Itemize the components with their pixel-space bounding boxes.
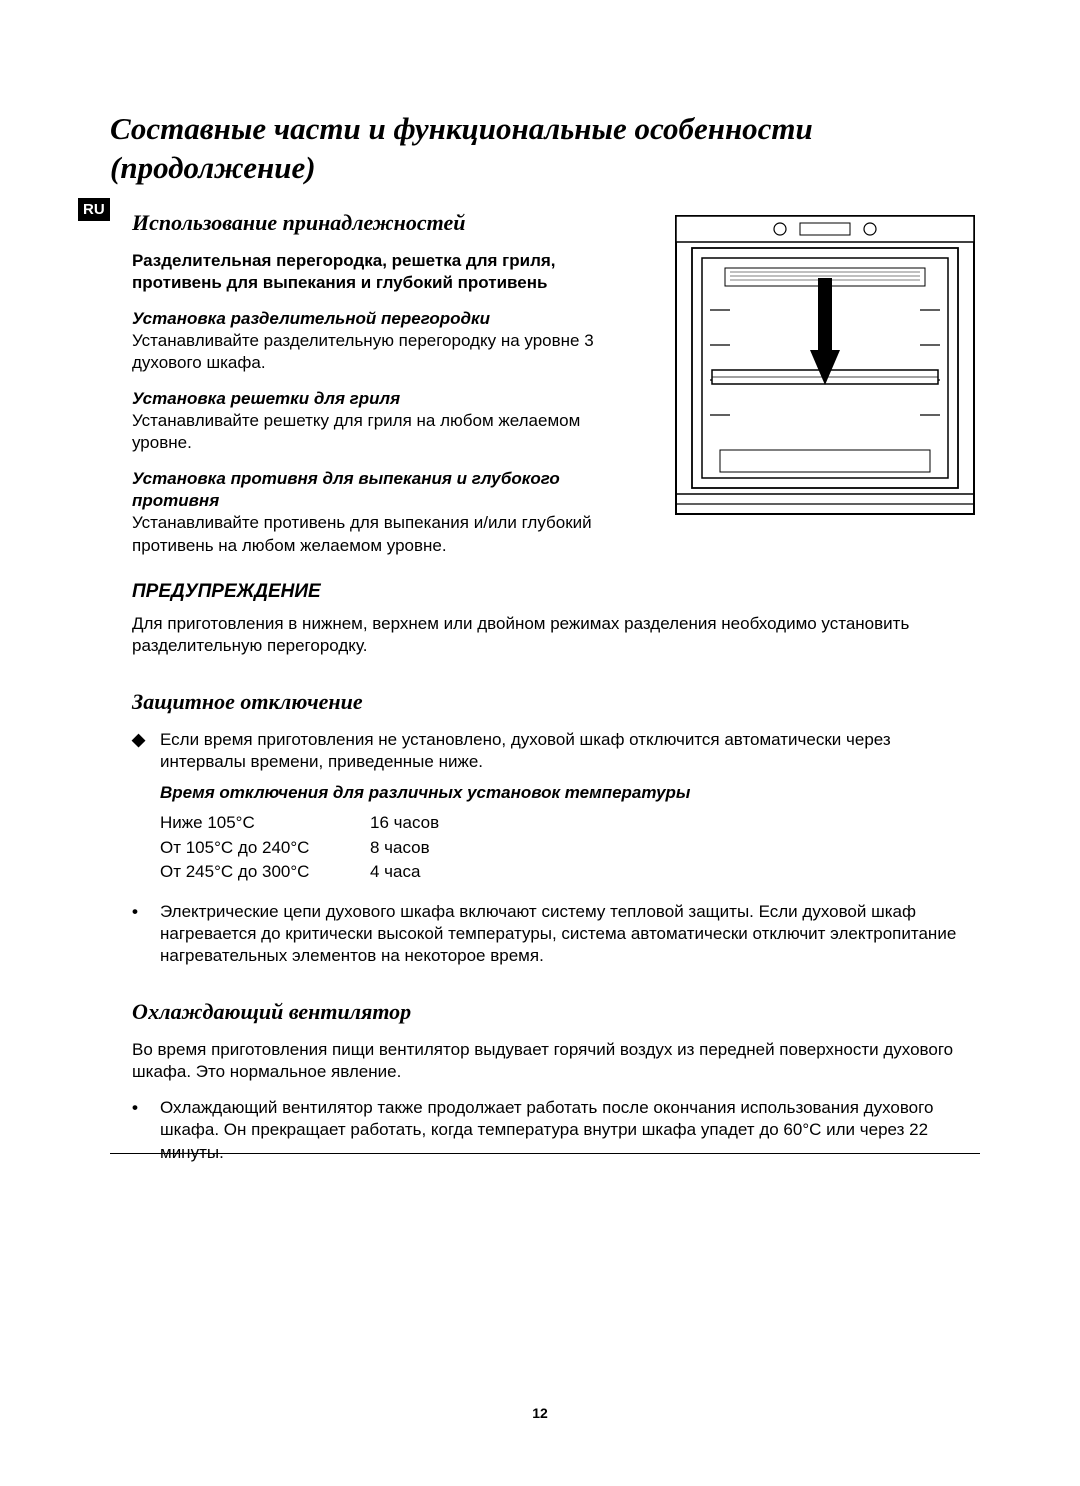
accessories-heading: Использование принадлежностей (132, 210, 630, 236)
warning-text: Для приготовления в нижнем, верхнем или … (132, 613, 980, 657)
sub2-title: Установка решетки для гриля (132, 388, 630, 410)
temp-cell: Ниже 105°C (160, 811, 370, 836)
bullet-icon: • (132, 901, 160, 967)
sub2-text: Устанавливайте решетку для гриля на любо… (132, 410, 630, 454)
sub3-title: Установка противня для выпекания и глубо… (132, 468, 630, 512)
sub3-text: Устанавливайте противень для выпекания и… (132, 512, 630, 556)
page-title: Составные части и функциональные особенн… (110, 110, 980, 188)
shutdown-bullet-2: • Электрические цепи духового шкафа вклю… (132, 901, 980, 967)
shutdown-table: Ниже 105°C 16 часов От 105°C до 240°C 8 … (160, 811, 980, 885)
temp-cell: От 105°C до 240°C (160, 836, 370, 861)
fan-heading: Охлаждающий вентилятор (132, 999, 980, 1025)
page-number: 12 (0, 1405, 1080, 1421)
shutdown-bullet-1: ◆ Если время приготовления не установлен… (132, 729, 980, 773)
footer-rule (110, 1153, 980, 1154)
sub1-text: Устанавливайте разделительную перегородк… (132, 330, 630, 374)
shutdown-bullet2-text: Электрические цепи духового шкафа включа… (160, 901, 980, 967)
accessories-column: Использование принадлежностей Разделител… (132, 210, 630, 571)
table-row: От 105°C до 240°C 8 часов (160, 836, 980, 861)
bullet-icon: ◆ (132, 729, 160, 773)
accessories-intro: Разделительная перегородка, решетка для … (132, 250, 630, 294)
shutdown-table-heading: Время отключения для различных установок… (160, 783, 980, 803)
time-cell: 4 часа (370, 860, 420, 885)
shutdown-heading: Защитное отключение (132, 689, 980, 715)
temp-cell: От 245°C до 300°C (160, 860, 370, 885)
bullet-icon: • (132, 1097, 160, 1163)
time-cell: 16 часов (370, 811, 439, 836)
fan-bullet-text: Охлаждающий вентилятор также продолжает … (160, 1097, 980, 1163)
warning-heading: ПРЕДУПРЕЖДЕНИЕ (132, 581, 980, 603)
table-row: Ниже 105°C 16 часов (160, 811, 980, 836)
oven-illustration (670, 210, 980, 571)
shutdown-bullet1-text: Если время приготовления не установлено,… (160, 729, 980, 773)
lang-badge: RU (78, 198, 110, 221)
time-cell: 8 часов (370, 836, 430, 861)
table-row: От 245°C до 300°C 4 часа (160, 860, 980, 885)
fan-text: Во время приготовления пищи вентилятор в… (132, 1039, 980, 1083)
sub1-title: Установка разделительной перегородки (132, 308, 630, 330)
fan-bullet: • Охлаждающий вентилятор также продолжае… (132, 1097, 980, 1163)
